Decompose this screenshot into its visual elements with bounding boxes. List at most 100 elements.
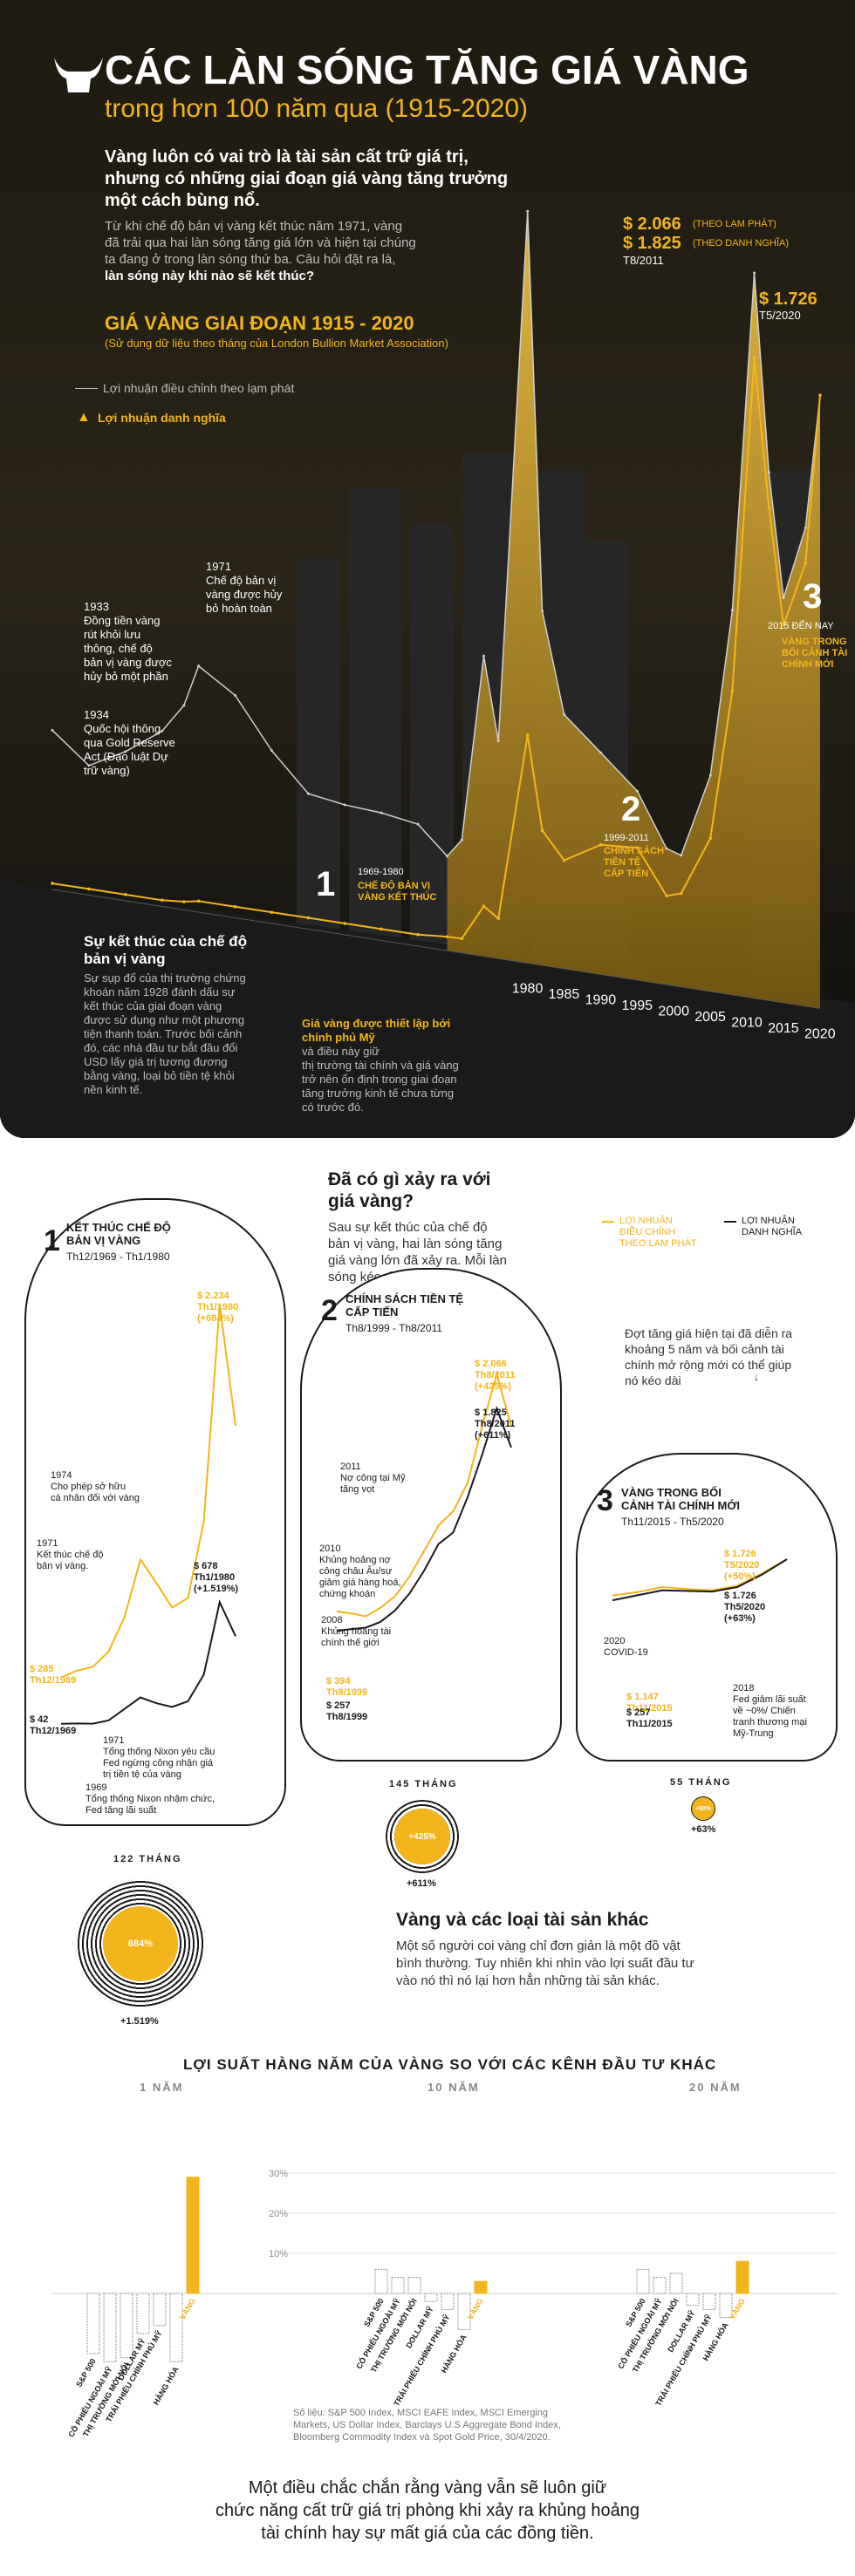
- now-date: T5/2020: [759, 309, 801, 322]
- nominal-point: [306, 916, 311, 920]
- real-point: [197, 664, 201, 668]
- return-bar: [702, 2293, 716, 2310]
- peak-date: T8/2011: [623, 254, 664, 267]
- return-bar: [374, 2268, 388, 2294]
- wave2-event-2008: 2008 Khủng hoảng tài chính thế giới: [321, 1615, 392, 1648]
- nominal-point: [525, 733, 530, 737]
- nominal-point: [708, 836, 713, 840]
- real-point: [665, 847, 668, 850]
- real-point: [87, 764, 91, 767]
- wave3-panel-number: 3: [597, 1484, 613, 1517]
- panel-nominal-line: [60, 1599, 236, 1725]
- category-label: HÀNG HÓA: [439, 2332, 469, 2374]
- real-point: [563, 712, 566, 716]
- end-gold-standard-title: Sự kết thúc của chế độ bản vị vàng: [84, 933, 248, 967]
- nominal-point: [730, 689, 735, 692]
- hero-lead: Vàng luôn có vai trò là tài sản cất trữ …: [105, 147, 509, 210]
- real-point: [161, 729, 164, 733]
- wave2-label: CHÍNH SÁCH TIỀN TỆ CẤP TIẾN: [604, 846, 665, 879]
- now-value: $ 1.726: [759, 290, 817, 309]
- what-title: Đã có gì xảy ra với giá vàng?: [328, 1169, 491, 1211]
- hero-body-question: làn sóng này khi nào sẽ kết thúc?: [105, 269, 315, 283]
- wave2-panel-number: 2: [321, 1294, 338, 1327]
- return-bar: [103, 2293, 117, 2362]
- return-bar: [169, 2293, 183, 2362]
- bull-icon: [54, 58, 103, 92]
- wave3-start-real: $ 1.147 Th11/2015: [626, 1692, 673, 1714]
- wave3-months: 55 THÁNG: [670, 1777, 732, 1788]
- year-label: 1990: [585, 992, 617, 1007]
- legend-real-swatch: [75, 388, 98, 389]
- wave1-event-1971b: 1971 Tổng thống Nixon yêu cầu Fed ngừng …: [103, 1735, 215, 1780]
- real-point: [599, 751, 603, 754]
- wave2-panel-title: CHÍNH SÁCH TIỀN TỆ CẤP TIẾN: [345, 1292, 464, 1319]
- wave3-panel-title: VÀNG TRONG BỐI CẢNH TÀI CHÍNH MỚI: [621, 1486, 741, 1512]
- current-wave-arrow: ↓: [754, 1371, 759, 1383]
- nominal-point: [482, 904, 486, 909]
- return-bar: [391, 2277, 405, 2294]
- wave2-number: 2: [621, 790, 641, 828]
- return-bar: [719, 2293, 733, 2319]
- assets-title: Vàng và các loại tài sản khác: [396, 1910, 649, 1930]
- fixed-price-body: và điều này giữ thị trường tài chính và …: [302, 1045, 459, 1114]
- nominal-point: [380, 927, 383, 931]
- end-gold-standard-body: Sự sụp đổ của thị trường chứng khoán năm…: [84, 971, 246, 1096]
- legend-real: Lợi nhuận điều chỉnh theo lạm phát: [103, 381, 295, 395]
- wave2-months: 145 THÁNG: [389, 1779, 458, 1789]
- real-point: [270, 749, 273, 753]
- returns-chart-title: LỢI SUẤT HÀNG NĂM CỦA VÀNG SO VỚI CÁC KÊ…: [183, 2056, 717, 2073]
- real-point: [51, 728, 54, 732]
- wave1-panel: 1 KẾT THÚC CHẾ ĐỘ BẢN VỊ VÀNG Th12/1969 …: [24, 1198, 286, 1826]
- panel-real-line: [60, 1304, 236, 1679]
- wave1-real-ring: 684%: [103, 1906, 178, 1981]
- wave1-dates: 1969-1980: [358, 867, 404, 877]
- real-price-line: [51, 211, 821, 857]
- wave2-nominal-pct: +611%: [407, 1878, 436, 1889]
- what-legend-real-swatch: [602, 1221, 614, 1223]
- return-bar: [735, 2260, 749, 2294]
- peak-nominal-value: $ 1.825: [623, 234, 681, 253]
- real-point: [343, 803, 346, 807]
- year-label: 1985: [549, 987, 580, 1002]
- nominal-point: [540, 828, 544, 833]
- hero-title: CÁC LÀN SÓNG TĂNG GIÁ VÀNG: [105, 47, 749, 92]
- nominal-point: [679, 891, 683, 896]
- year-label: 2000: [658, 1004, 689, 1019]
- return-bar: [120, 2293, 133, 2359]
- nominal-point: [752, 356, 756, 359]
- real-point: [460, 838, 463, 842]
- assets-body: Một số người coi vàng chỉ đơn giản là mộ…: [396, 1939, 694, 1988]
- wave1-chart: [60, 1304, 236, 1725]
- nominal-point: [233, 904, 237, 909]
- y-tick-label: 30%: [269, 2169, 288, 2179]
- real-point: [526, 209, 530, 213]
- wave2-start-nominal: $ 257 Th8/1999: [326, 1700, 368, 1722]
- nominal-point: [343, 922, 347, 925]
- real-point: [708, 773, 712, 777]
- hero-chart-title: GIÁ VÀNG GIAI ĐOẠN 1915 - 2020: [105, 312, 414, 334]
- what-legend-nominal: LỢI NHUẬN DANH NGHĨA: [742, 1216, 803, 1237]
- panel-nominal-line: [336, 1406, 512, 1632]
- gold-price-plot: [51, 209, 822, 1009]
- baseline: [51, 889, 821, 1009]
- annotation-1934: 1934 Quốc hội thông qua Gold Reserve Act…: [84, 708, 175, 777]
- wave3-number: 3: [803, 577, 823, 616]
- wave2-top-nominal: $ 1.825 Th8/2011 (+611%): [475, 1407, 516, 1441]
- nominal-point: [496, 917, 501, 920]
- year-label: 2005: [694, 1010, 726, 1025]
- wave1-event-1974: 1974 Cho phép sở hữu cá nhân đối với vàn…: [51, 1470, 140, 1503]
- what-legend-nominal-swatch: [724, 1221, 736, 1223]
- year-label: 2020: [804, 1026, 836, 1041]
- y-tick-label: 20%: [269, 2209, 288, 2219]
- wave2-panel-range: Th8/1999 - Th8/2011: [345, 1322, 442, 1334]
- return-bar: [669, 2273, 683, 2294]
- gold-area: [447, 211, 820, 1009]
- hero-chart-source: (Sử dụng dữ liệu theo tháng của London B…: [105, 337, 448, 350]
- hero-chart: 1980 1985 1990 1995 2000 2005 2010 2015 2020: [0, 0, 855, 1138]
- real-point: [446, 855, 449, 858]
- y-tick-label: 10%: [269, 2249, 288, 2259]
- return-bar: [136, 2293, 150, 2334]
- real-point: [496, 739, 500, 743]
- wave3-event-2018: 2018 Fed giảm lãi suất về ~0%/ Chiến tra…: [733, 1683, 807, 1739]
